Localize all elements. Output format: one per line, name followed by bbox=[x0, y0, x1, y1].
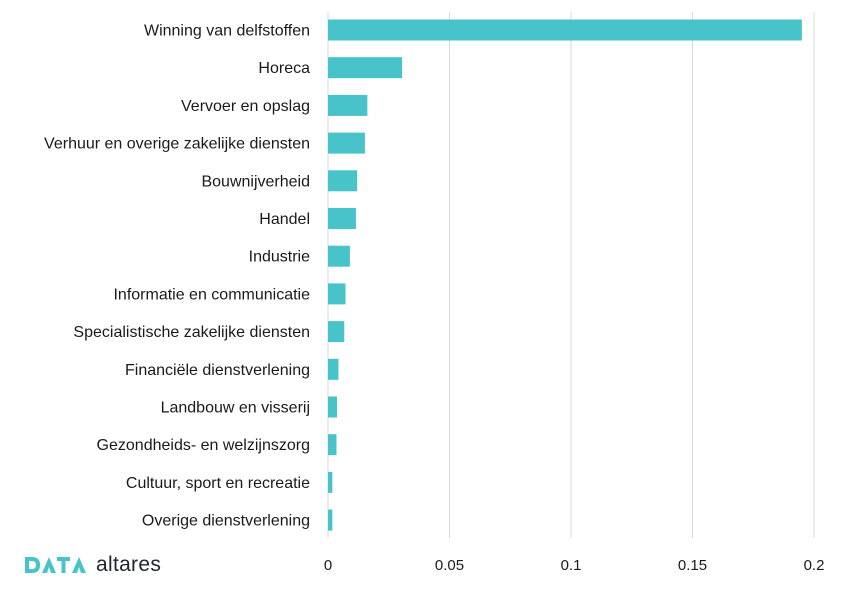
x-tick-label: 0.2 bbox=[804, 557, 825, 574]
bar bbox=[328, 396, 337, 418]
bar bbox=[328, 170, 358, 192]
bar bbox=[328, 19, 802, 41]
x-tick-label: 0.05 bbox=[435, 557, 464, 574]
x-tick-label: 0.15 bbox=[678, 557, 707, 574]
category-label: Verhuur en overige zakelijke diensten bbox=[44, 136, 310, 153]
category-label: Gezondheids- en welzijnszorg bbox=[97, 437, 310, 454]
category-label: Informatie en communicatie bbox=[113, 286, 310, 303]
bar bbox=[328, 358, 339, 380]
category-label: Bouwnijverheid bbox=[201, 173, 310, 190]
bar bbox=[328, 245, 350, 267]
bar bbox=[328, 283, 346, 305]
altares-logo: altares bbox=[24, 553, 161, 577]
bar bbox=[328, 321, 345, 343]
bar bbox=[328, 57, 403, 79]
category-label: Overige dienstverlening bbox=[142, 513, 310, 530]
bars bbox=[328, 19, 802, 531]
category-label: Winning van delfstoffen bbox=[144, 23, 310, 40]
category-label: Handel bbox=[259, 211, 310, 228]
bar bbox=[328, 208, 356, 229]
category-labels: Winning van delfstoffen Horeca Vervoer en … bbox=[44, 23, 310, 530]
category-label: Cultuur, sport en recreatie bbox=[126, 475, 310, 492]
x-tick-label: 0 bbox=[324, 557, 332, 574]
category-label: Landbouw en visserij bbox=[161, 400, 310, 417]
category-label: Financiële dienstverlening bbox=[125, 362, 310, 379]
bar bbox=[328, 132, 365, 154]
bar bbox=[328, 434, 337, 456]
x-axis-tick-labels: 0 0.05 0.1 0.15 0.2 bbox=[324, 557, 825, 574]
category-label: Industrie bbox=[249, 249, 310, 266]
category-label: Vervoer en opslag bbox=[181, 98, 310, 115]
bar bbox=[328, 509, 333, 531]
category-label: Specialistische zakelijke diensten bbox=[73, 324, 310, 341]
category-label: Horeca bbox=[258, 60, 310, 77]
data-logo-icon bbox=[25, 557, 86, 573]
logo-wordmark: altares bbox=[96, 553, 162, 576]
bar bbox=[328, 471, 333, 493]
x-tick-label: 0.1 bbox=[561, 557, 582, 574]
grid-lines bbox=[327, 12, 815, 538]
bar bbox=[328, 94, 368, 116]
